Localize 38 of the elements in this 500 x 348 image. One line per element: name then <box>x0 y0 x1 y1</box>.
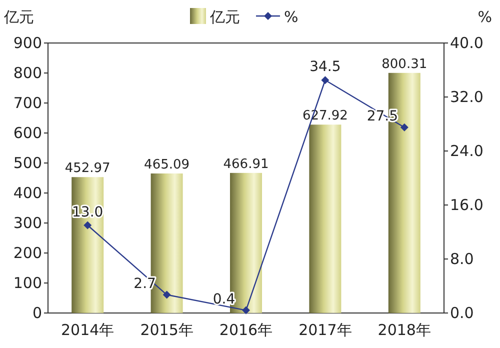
y2-axis-title: % <box>478 8 492 26</box>
data-label: 800.31 <box>382 56 428 72</box>
y-tick-label: 400 <box>13 184 42 202</box>
legend-label: 亿元 <box>209 8 240 26</box>
data-label: 465.09 <box>144 157 190 172</box>
y2-tick-label: 8.0 <box>450 250 474 268</box>
x-tick-label: 2015年 <box>140 321 194 339</box>
y2-tick-label: 40.0 <box>450 34 484 52</box>
data-label: 13.0 <box>72 204 104 220</box>
y-tick-label: 800 <box>13 64 42 82</box>
y-tick-label: 0 <box>32 304 42 322</box>
point <box>321 76 330 84</box>
x-tick-label: 2018年 <box>378 321 431 339</box>
y2-tick-label: 24.0 <box>450 142 484 160</box>
y-tick-label: 300 <box>13 214 42 232</box>
data-label: 452.97 <box>64 161 110 176</box>
y-tick-label: 500 <box>13 154 42 172</box>
point <box>84 221 92 230</box>
data-label: 466.91 <box>223 156 269 172</box>
y-tick-label: 600 <box>13 124 42 142</box>
legend-label: % <box>284 8 298 26</box>
point <box>162 290 171 299</box>
data-label: 34.5 <box>310 59 341 76</box>
point <box>400 123 408 132</box>
x-tick-label: 2017年 <box>298 321 352 339</box>
y-tick-label: 100 <box>13 274 42 292</box>
y-tick-label: 200 <box>13 244 42 262</box>
y2-tick-label: 16.0 <box>450 196 484 214</box>
bar <box>309 124 342 313</box>
x-tick-label: 2016年 <box>219 321 273 339</box>
bar <box>72 177 104 313</box>
y-tick-label: 700 <box>13 94 42 112</box>
x-tick-label: 2014年 <box>61 321 114 339</box>
y-tick-label: 900 <box>13 34 42 52</box>
point <box>242 306 250 314</box>
y2-tick-label: 32.0 <box>450 88 484 106</box>
y-axis-title: 亿元 <box>3 8 34 26</box>
y2-tick-label: 0.0 <box>450 304 474 322</box>
